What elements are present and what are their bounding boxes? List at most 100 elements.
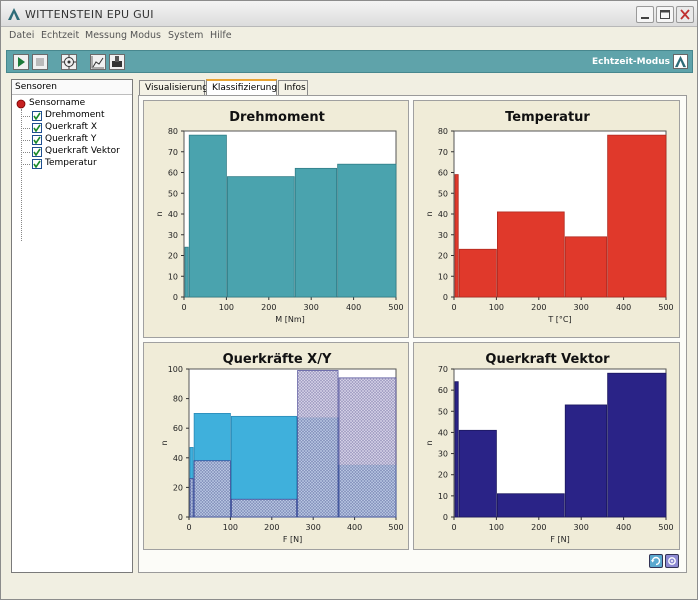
histogram-bar [297,370,339,518]
chart-temperatur: Temperatur 0 10 20 30 40 50 60 70 80 0 100 200 300 400… [425,110,674,324]
save-icon [112,56,122,67]
check-icon [33,124,41,133]
checkbox-checked[interactable] [32,159,42,169]
sensor-item-label: Drehmoment [45,110,105,120]
y-tick-label: 70 [438,148,448,157]
check-icon [33,112,41,121]
checkbox-checked[interactable] [32,123,42,133]
stop-button[interactable] [32,54,48,70]
y-tick-label: 60 [173,424,183,433]
menu-datei[interactable]: Datei [9,30,35,41]
menu-modus[interactable]: Modus [130,30,162,41]
histogram-bar [607,372,667,518]
histogram-bar [188,134,227,298]
x-tick-label: 500 [658,523,673,532]
chart-title: Querkraft Vektor [485,352,610,367]
target-button[interactable] [61,54,77,70]
histogram-bar [338,377,397,518]
mode-label: Echtzeit-Modus [591,57,670,67]
histogram-bar [193,460,231,518]
tree-connector [21,109,22,241]
y-tick-label: 30 [438,231,448,240]
chart-querkraft-vektor: Querkraft Vektor 0 10 20 30 40 50 60 70 0 100 200 30… [425,352,674,544]
menu-hilfe[interactable]: Hilfe [210,30,232,41]
menu-messung[interactable]: Messung [85,30,128,41]
chart-button[interactable] [90,54,106,70]
histogram-bar [454,381,459,518]
chart-icon [91,56,104,69]
chart-drehmoment: Drehmoment 0 10 20 30 40 50 60 70 80 0 100 200 300 400… [155,110,404,324]
x-tick-label: 500 [658,303,673,312]
maximize-button[interactable] [656,6,674,23]
sensor-item-label: Querkraft Y [45,134,97,144]
sensor-root-icon [16,99,26,109]
y-tick-label: 50 [168,189,178,198]
mode-logo [673,54,688,69]
x-tick-label: 100 [489,523,504,532]
y-tick-label: 20 [168,252,178,261]
y-tick-label: 60 [438,386,448,395]
toolbar: Echtzeit-Modus [6,50,693,73]
checkbox-checked[interactable] [32,111,42,121]
classification-content: Drehmoment 0 10 20 30 40 50 60 70 80 0 100 200 300 400… [138,95,687,573]
x-tick-label: 500 [388,523,403,532]
x-tick-label: 0 [181,303,186,312]
tab-visualisierung[interactable]: Visualisierung [139,80,208,96]
stop-icon [36,58,44,66]
x-tick-label: 0 [186,523,191,532]
x-tick-label: 200 [264,523,279,532]
play-button[interactable] [13,54,29,70]
y-tick-label: 50 [438,407,448,416]
y-tick-label: 0 [173,293,178,302]
x-tick-label: 300 [304,303,319,312]
y-tick-label: 30 [438,450,448,459]
x-tick-label: 500 [388,303,403,312]
x-tick-label: 0 [451,523,456,532]
histogram-bar [231,498,298,518]
y-tick-label: 80 [173,395,183,404]
menu-echtzeit[interactable]: Echtzeit [41,30,80,41]
save-button[interactable] [109,54,125,70]
refresh-button[interactable] [649,554,663,568]
minimize-button[interactable] [636,6,654,23]
check-icon [33,160,41,169]
x-tick-label: 400 [616,523,631,532]
y-axis-label: n [425,211,434,216]
x-tick-label: 300 [306,523,321,532]
sensor-item-label: Temperatur [45,158,97,168]
histogram-bar [458,429,497,518]
title-bar[interactable]: WITTENSTEIN EPU GUI [1,1,697,27]
y-tick-label: 10 [168,272,178,281]
maximize-icon [660,10,670,19]
x-tick-label: 400 [616,303,631,312]
window-title: WITTENSTEIN EPU GUI [25,8,154,21]
y-tick-label: 20 [438,471,448,480]
x-tick-label: 200 [531,303,546,312]
x-tick-label: 200 [261,303,276,312]
x-tick-label: 100 [219,303,234,312]
y-tick-label: 100 [168,365,183,374]
y-tick-label: 0 [443,513,448,522]
settings-button[interactable] [665,554,679,568]
y-tick-label: 40 [173,454,183,463]
close-button[interactable] [676,6,694,23]
tab-infos[interactable]: Infos [278,80,308,96]
y-tick-label: 70 [168,148,178,157]
chart-title: Drehmoment [229,110,325,125]
menu-system[interactable]: System [168,30,204,41]
chart-panel-querkraft-vektor: Querkraft Vektor 0 10 20 30 40 50 60 70 0 100 200 30… [413,342,680,550]
x-axis-label: M [Nm] [275,315,304,324]
play-icon [18,57,25,67]
y-tick-label: 60 [168,169,178,178]
histogram-bar [227,176,295,298]
checkbox-checked[interactable] [32,147,42,157]
checkbox-checked[interactable] [32,135,42,145]
chart-panel-temperatur: Temperatur 0 10 20 30 40 50 60 70 80 0 100 200 300 400… [413,100,680,338]
y-axis-label: n [155,211,164,216]
sensor-item-label: Querkraft X [45,122,98,132]
y-tick-label: 40 [438,210,448,219]
tab-klassifizierung[interactable]: Klassifizierung [206,79,277,97]
sensor-item-label: Querkraft Vektor [45,146,120,156]
y-tick-label: 80 [438,127,448,136]
